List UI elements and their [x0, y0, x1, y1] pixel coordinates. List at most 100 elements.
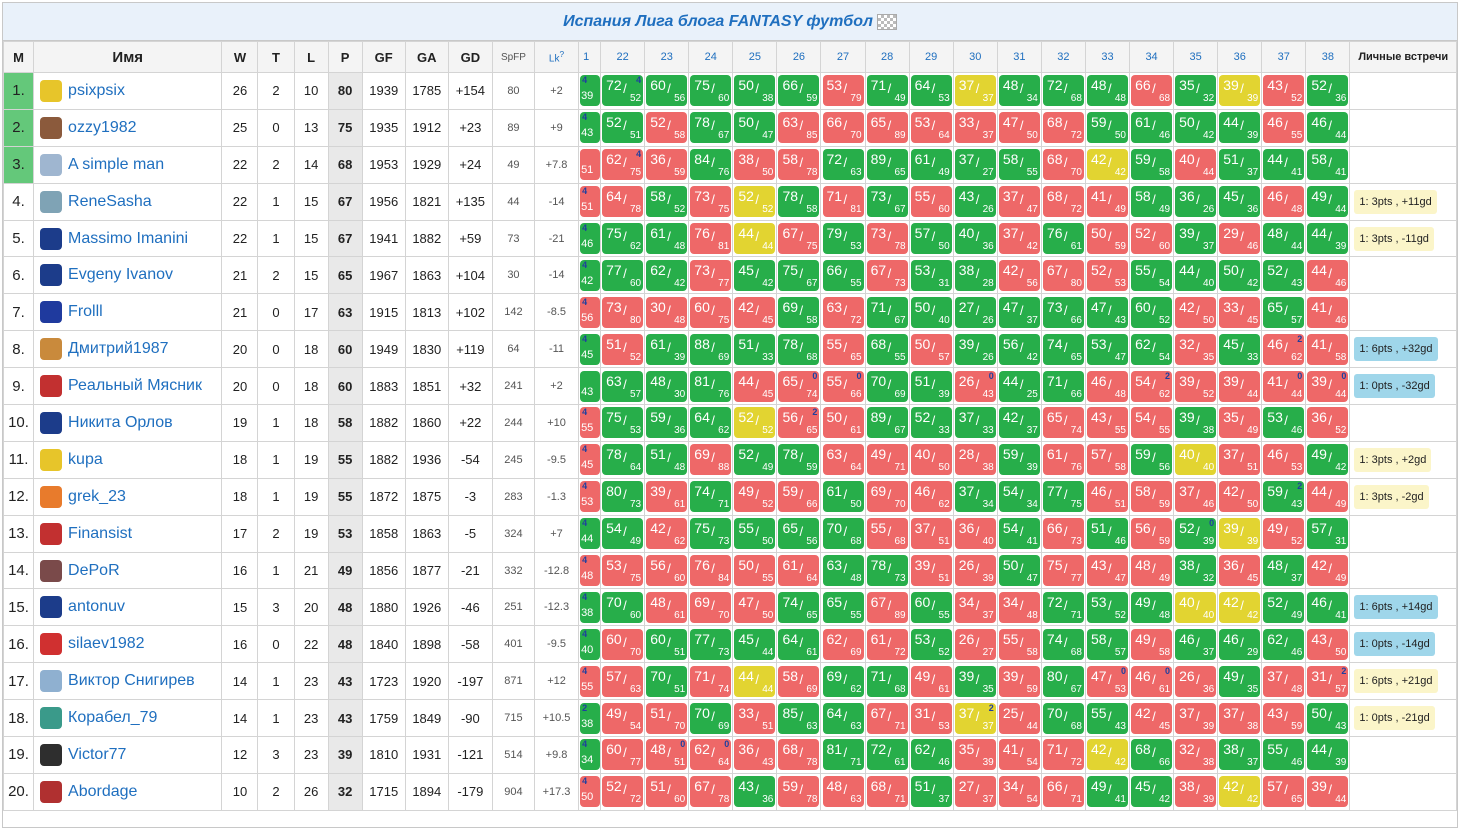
match-score[interactable]: 73/67 — [866, 186, 908, 218]
match-score[interactable]: 39/39 — [1219, 518, 1261, 550]
round-1-score[interactable]: 51 4 — [580, 186, 600, 218]
match-score[interactable]: 77/60 — [602, 259, 644, 291]
match-score[interactable]: 43/47 — [1086, 555, 1128, 587]
match-score[interactable]: 53/75 — [602, 555, 644, 587]
player-name-cell[interactable]: ReneSasha — [33, 182, 223, 221]
match-score[interactable]: 66/70 — [822, 112, 864, 144]
match-score[interactable]: 58/52 — [646, 186, 688, 218]
match-score[interactable]: 67/80 — [1042, 259, 1084, 291]
match-score[interactable]: 71/81 — [822, 186, 864, 218]
match-score[interactable]: 60/75 — [690, 296, 732, 328]
match-score[interactable]: 65/56 — [778, 518, 820, 550]
match-score[interactable]: 78/58 — [778, 186, 820, 218]
match-score[interactable]: 54/41 — [998, 518, 1040, 550]
player-name-link[interactable]: Abordage — [68, 783, 138, 801]
match-score[interactable]: 40/40 — [1175, 444, 1217, 476]
match-score[interactable]: 37/39 — [1175, 702, 1217, 734]
match-score[interactable]: 81/76 — [690, 370, 732, 402]
match-score[interactable]: 57/63 — [602, 665, 644, 697]
match-score[interactable]: 50/61 — [822, 407, 864, 439]
match-score[interactable]: 36/40 — [954, 518, 996, 550]
match-score[interactable]: 59/36 — [646, 407, 688, 439]
match-score[interactable]: 66/59 — [778, 75, 820, 107]
match-score[interactable]: 60/52 — [1131, 296, 1173, 328]
match-score[interactable]: 55/65 — [822, 333, 864, 365]
player-name-cell[interactable]: kupa — [33, 440, 223, 479]
match-score[interactable]: 62/75 4 — [602, 149, 644, 181]
match-score[interactable]: 67/75 — [778, 223, 820, 254]
match-score[interactable]: 46/55 — [1263, 112, 1305, 144]
match-score[interactable]: 44/44 — [734, 665, 776, 697]
match-score[interactable]: 61/50 — [822, 481, 864, 513]
round-1-score[interactable]: 43 4 — [580, 112, 600, 144]
match-score[interactable]: 59/50 — [1086, 112, 1128, 144]
match-score[interactable]: 49/54 — [602, 702, 644, 734]
match-score[interactable]: 48/30 — [646, 370, 688, 402]
match-score[interactable]: 53/46 — [1263, 407, 1305, 439]
match-score[interactable]: 37/47 — [998, 186, 1040, 218]
match-score[interactable]: 61/48 — [646, 223, 688, 254]
match-score[interactable]: 70/51 — [646, 665, 688, 697]
match-score[interactable]: 46/53 — [1263, 444, 1305, 476]
match-score[interactable]: 67/71 — [866, 702, 908, 734]
match-score[interactable]: 61/72 — [866, 628, 908, 660]
match-score[interactable]: 38/28 — [954, 259, 996, 291]
match-score[interactable]: 25/44 — [998, 702, 1040, 734]
match-score[interactable]: 58/69 — [778, 665, 820, 697]
match-score[interactable]: 53/64 — [910, 112, 952, 144]
match-score[interactable]: 51/70 — [646, 702, 688, 734]
match-score[interactable]: 67/73 — [866, 259, 908, 291]
match-score[interactable]: 33/45 — [1219, 296, 1261, 328]
match-score[interactable]: 62/46 — [910, 739, 952, 771]
match-score[interactable]: 39/52 — [1175, 370, 1217, 402]
match-score[interactable]: 48/49 — [1131, 555, 1173, 587]
match-score[interactable]: 52/43 — [1263, 259, 1305, 291]
player-name-cell[interactable]: Evgeny Ivanov — [33, 256, 223, 295]
match-score[interactable]: 30/48 — [646, 296, 688, 328]
player-name-link[interactable]: Виктор Снигирев — [68, 672, 195, 690]
player-name-cell[interactable]: Massimo Imanini — [33, 219, 223, 258]
round-1-score[interactable]: 39 4 — [580, 75, 600, 107]
match-score[interactable]: 49/71 — [866, 444, 908, 476]
match-score[interactable]: 42/37 — [998, 407, 1040, 439]
round-1-score[interactable]: 34 4 — [580, 739, 600, 771]
match-score[interactable]: 62/64 0 — [690, 739, 732, 771]
match-score[interactable]: 76/61 — [1042, 223, 1084, 254]
player-name-link[interactable]: Massimo Imanini — [68, 229, 189, 247]
match-score[interactable]: 75/62 — [602, 223, 644, 254]
match-score[interactable]: 54/34 — [998, 481, 1040, 513]
match-score[interactable]: 50/43 — [1307, 702, 1349, 734]
col-round-24[interactable]: 24 — [688, 41, 734, 73]
match-score[interactable]: 52/49 — [1263, 591, 1305, 623]
match-score[interactable]: 42/50 — [1175, 296, 1217, 328]
match-score[interactable]: 38/50 — [734, 149, 776, 181]
col-name[interactable]: Имя — [33, 41, 223, 73]
col-round-34[interactable]: 34 — [1129, 41, 1175, 73]
match-score[interactable]: 51/37 — [1219, 149, 1261, 181]
match-score[interactable]: 71/74 — [690, 665, 732, 697]
round-1-score[interactable]: 40 4 — [580, 628, 600, 660]
match-score[interactable]: 39/37 — [1175, 223, 1217, 254]
match-score[interactable]: 29/46 — [1219, 223, 1261, 254]
match-score[interactable]: 49/58 — [1131, 628, 1173, 660]
match-score[interactable]: 71/68 — [866, 665, 908, 697]
match-score[interactable]: 31/57 2 — [1307, 665, 1349, 697]
match-score[interactable]: 74/65 — [1042, 333, 1084, 365]
match-score[interactable]: 51/48 — [646, 444, 688, 476]
match-score[interactable]: 73/77 — [690, 259, 732, 291]
match-score[interactable]: 51/39 — [910, 370, 952, 402]
match-score[interactable]: 52/33 — [910, 407, 952, 439]
col-round-28[interactable]: 28 — [864, 41, 910, 73]
player-name-link[interactable]: psixpsix — [68, 82, 125, 100]
match-score[interactable]: 78/73 — [866, 555, 908, 587]
match-score[interactable]: 61/46 — [1131, 112, 1173, 144]
match-score[interactable]: 59/43 2 — [1263, 481, 1305, 513]
match-score[interactable]: 49/52 — [734, 481, 776, 513]
player-name-link[interactable]: kupa — [68, 451, 103, 469]
col-p[interactable]: P — [327, 41, 363, 73]
round-1-score[interactable]: 48 4 — [580, 555, 600, 587]
match-score[interactable]: 38/37 — [1219, 739, 1261, 771]
match-score[interactable]: 80/67 — [1042, 665, 1084, 697]
match-score[interactable]: 72/68 — [1042, 75, 1084, 107]
match-score[interactable]: 26/39 — [954, 555, 996, 587]
